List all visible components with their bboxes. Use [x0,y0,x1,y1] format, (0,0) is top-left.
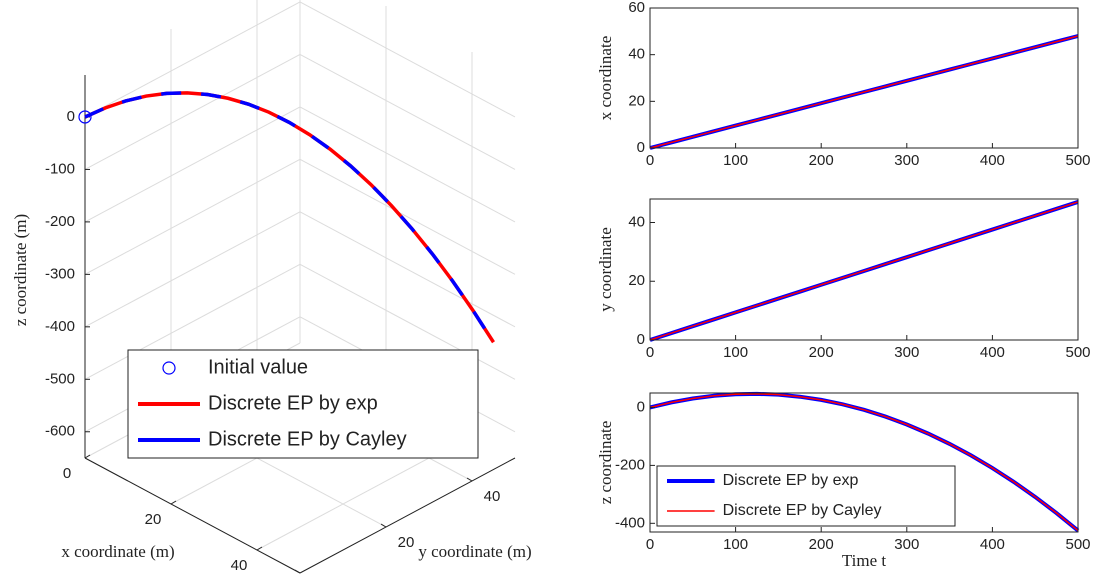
x-tick-label: 0 [646,152,654,169]
x-tick-label: 300 [894,152,919,169]
y-tick-label: 40 [628,213,645,230]
x-tick-label: 400 [980,152,1005,169]
x-axis-label: x coordinate (m) [61,542,174,561]
grid-line [300,212,515,327]
x-axis-label: Time t [842,551,887,570]
x-tick-label: 400 [980,344,1005,361]
y-tick-label: 40 [484,488,501,505]
y-tick-label: 20 [398,534,415,551]
x-tick-label: 500 [1065,344,1090,361]
legend-label: Initial value [208,356,308,378]
axes-box [650,8,1078,148]
grid-line [85,212,300,327]
x-tick-label: 300 [894,536,919,553]
grid-line [85,2,300,117]
legend-label: Discrete EP by Cayley [723,502,882,519]
tick-mark [171,501,176,504]
x-tick-label: 100 [723,536,748,553]
tick-mark [381,524,386,527]
y-axis-label: y coordinate [596,227,615,312]
legend-label: Discrete EP by exp [723,472,859,489]
x-tick-label: 500 [1065,536,1090,553]
y-axis-label: x coordinate [596,36,615,121]
x-tick-label: 400 [980,536,1005,553]
grid-line [85,159,300,274]
y-tick-label: -400 [615,514,645,531]
z-tick-label: -400 [45,318,75,335]
series-line [650,202,1078,340]
x-tick-label: 0 [63,465,71,482]
x-tick-label: 0 [646,344,654,361]
y-tick-label: -200 [615,456,645,473]
legend-label: Discrete EP by exp [208,392,378,414]
x-tick-label: 0 [646,536,654,553]
grid-line [85,107,300,222]
y-tick-label: 20 [628,92,645,109]
x-tick-label: 100 [723,344,748,361]
y-axis-label: y coordinate (m) [418,542,531,561]
x-tick-label: 500 [1065,152,1090,169]
x-tick-label: 200 [809,344,834,361]
grid-line [300,2,515,117]
z-tick-label: -300 [45,265,75,282]
x-tick-label: 200 [809,536,834,553]
tick-mark [295,570,300,573]
legend-label: Discrete EP by Cayley [208,428,407,450]
z-tick-label: 0 [67,108,75,125]
y-tick-label: 40 [628,46,645,63]
z-axis-label: z coordinate (m) [11,214,30,326]
x-tick-label: 300 [894,344,919,361]
x-tick-label: 200 [809,152,834,169]
z-tick-label: -500 [45,370,75,387]
x-tick-label: 100 [723,152,748,169]
tick-mark [257,547,262,550]
z-tick-label: -600 [45,423,75,440]
y-tick-label: 20 [628,272,645,289]
z-tick-label: -200 [45,213,75,230]
y-tick-label: 0 [637,398,645,415]
x-tick-label: 20 [145,511,162,528]
grid-line [300,159,515,274]
series-line [650,36,1078,148]
tick-mark [467,478,472,481]
grid-line [300,107,515,222]
z-tick-label: -100 [45,160,75,177]
y-tick-label: 0 [637,139,645,156]
y-tick-label: 60 [628,0,645,16]
y-tick-label: 0 [637,331,645,348]
tick-mark [85,455,90,458]
y-axis-label: z coordinate [596,421,615,505]
x-tick-label: 40 [231,557,248,574]
